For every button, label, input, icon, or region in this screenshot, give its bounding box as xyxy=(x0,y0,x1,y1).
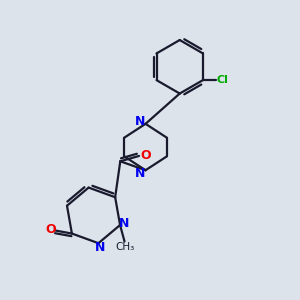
Text: N: N xyxy=(135,115,146,128)
Text: O: O xyxy=(45,224,56,236)
Text: N: N xyxy=(135,167,146,180)
Text: N: N xyxy=(119,217,130,230)
Text: N: N xyxy=(95,242,105,254)
Text: Cl: Cl xyxy=(217,75,229,85)
Text: CH₃: CH₃ xyxy=(115,242,134,252)
Text: O: O xyxy=(140,149,151,162)
